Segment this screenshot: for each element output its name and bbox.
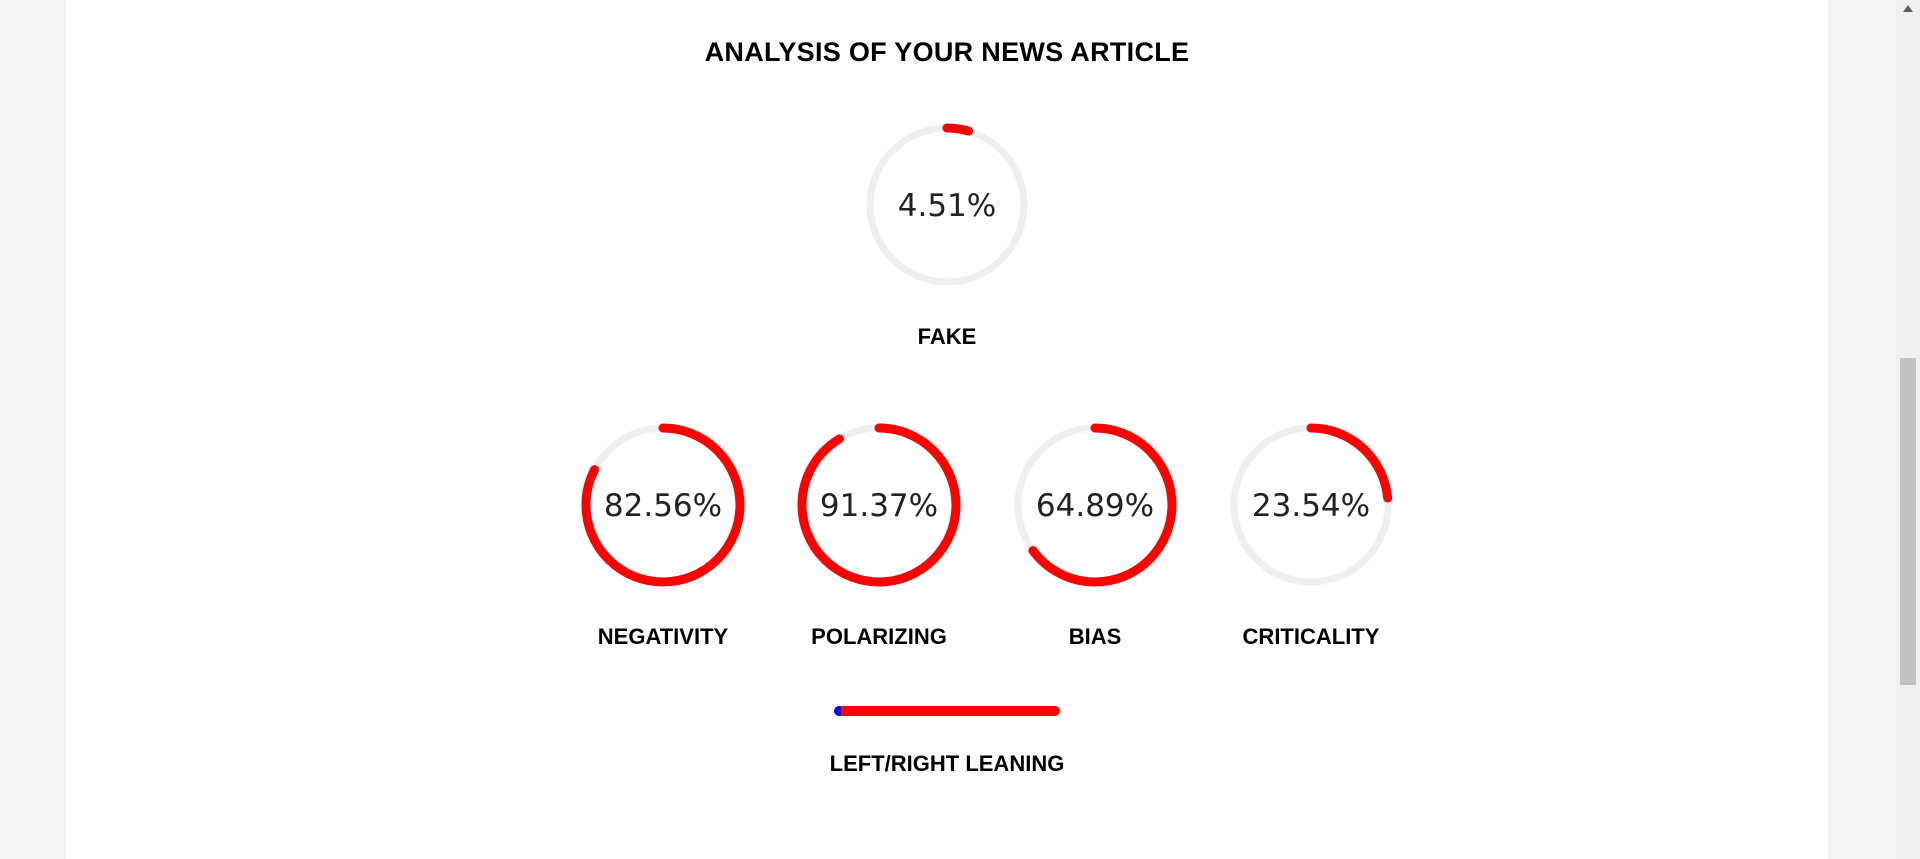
gauge-negativity-ring: 82.56% (581, 423, 745, 587)
gauge-polarizing-ring: 91.37% (797, 423, 961, 587)
leaning-indicator: LEFT/RIGHT LEANING (66, 706, 1828, 777)
gauge-label: CRITICALITY (1242, 624, 1380, 649)
leaning-bar-left (834, 706, 841, 716)
gauge-fake-ring: 4.51% (865, 123, 1029, 287)
gauge-bias: 64.89% BIAS (975, 420, 1215, 650)
gauge-polarizing: 91.37% POLARIZING (759, 420, 999, 650)
gauge-arc (1229, 423, 1393, 587)
gauge-arc (797, 423, 961, 587)
gauge-negativity: 82.56% NEGATIVITY (543, 420, 783, 650)
gauge-label: FAKE (917, 324, 977, 349)
gauge-value: 91.37% (820, 488, 938, 524)
page-title: ANALYSIS OF YOUR NEWS ARTICLE (704, 37, 1190, 67)
leaning-bar (834, 706, 1060, 716)
scroll-up-button[interactable] (1896, 0, 1920, 16)
gauge-value: 23.54% (1252, 488, 1370, 524)
vertical-scrollbar[interactable] (1896, 0, 1920, 859)
gauge-label: BIAS (1068, 624, 1122, 649)
chevron-up-icon (1903, 4, 1913, 12)
gauge-label: NEGATIVITY (597, 624, 729, 649)
gauge-criticality-ring: 23.54% (1229, 423, 1393, 587)
gauge-value: 4.51% (898, 188, 996, 224)
scroll-thumb[interactable] (1900, 358, 1916, 685)
gauge-value: 64.89% (1036, 488, 1154, 524)
gauge-criticality: 23.54% CRITICALITY (1191, 420, 1431, 650)
analysis-panel: ANALYSIS OF YOUR NEWS ARTICLE 4.51% FAKE… (66, 0, 1828, 859)
gauge-value: 82.56% (604, 488, 722, 524)
gauge-bias-ring: 64.89% (1013, 423, 1177, 587)
leaning-label: LEFT/RIGHT LEANING (829, 751, 1065, 776)
leaning-bar-right (840, 706, 1060, 716)
gauge-arc (1013, 423, 1177, 587)
gauge-arc (865, 123, 1029, 287)
gauge-label: POLARIZING (811, 624, 947, 649)
gauge-arc (581, 423, 745, 587)
gauge-fake: 4.51% FAKE (827, 120, 1067, 350)
